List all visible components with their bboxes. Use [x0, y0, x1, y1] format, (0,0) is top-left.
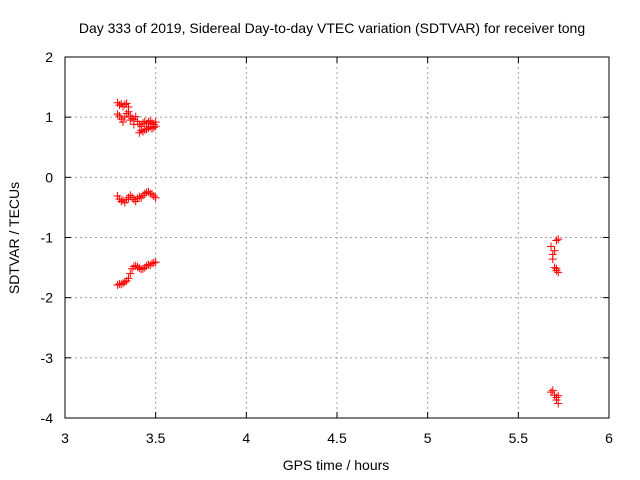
- data-point: [113, 281, 122, 290]
- y-tick-label: -1: [41, 230, 54, 246]
- y-tick-label: 0: [45, 169, 53, 185]
- data-point: [548, 386, 557, 395]
- data-point: [149, 123, 158, 132]
- data-point: [146, 122, 155, 131]
- data-point: [129, 120, 138, 129]
- x-tick-label: 4: [242, 430, 250, 446]
- data-point: [554, 268, 563, 277]
- x-tick-label: 5: [424, 430, 432, 446]
- data-point: [151, 258, 160, 267]
- data-point: [135, 264, 144, 273]
- data-point: [138, 119, 147, 128]
- data-point: [131, 112, 140, 121]
- data-point: [142, 261, 151, 270]
- data-point: [133, 194, 142, 203]
- data-point: [120, 278, 129, 287]
- y-axis-ticks: -4 -3 -2 -1 0 1 2: [41, 49, 609, 426]
- data-point: [119, 117, 128, 126]
- x-tick-label: 3.5: [146, 430, 166, 446]
- data-point: [137, 126, 146, 135]
- data-point: [550, 246, 559, 255]
- data-point: [115, 101, 124, 110]
- x-tick-label: 6: [605, 430, 613, 446]
- data-points: [113, 98, 563, 408]
- series-cluster-lower-late: [546, 386, 563, 408]
- data-point: [122, 99, 131, 108]
- data-point: [144, 123, 153, 132]
- data-point: [149, 258, 158, 267]
- y-tick-label: 2: [45, 49, 53, 65]
- data-point: [149, 191, 158, 200]
- data-point: [124, 107, 133, 116]
- data-point: [552, 264, 561, 273]
- data-point: [120, 113, 129, 122]
- data-point: [122, 195, 131, 204]
- y-axis-label: SDTVAR / TECUs: [6, 182, 22, 294]
- x-axis-label: GPS time / hours: [283, 457, 390, 473]
- data-point: [126, 116, 135, 125]
- series-cluster-middle-early: [113, 187, 160, 207]
- series-cluster-lower-early: [113, 258, 160, 290]
- chart-title: Day 333 of 2019, Sidereal Day-to-day VTE…: [79, 20, 585, 36]
- data-point: [552, 393, 561, 402]
- data-point: [151, 193, 160, 202]
- data-point: [117, 197, 126, 206]
- data-point: [124, 274, 133, 283]
- data-point: [552, 236, 561, 245]
- data-point: [126, 269, 135, 278]
- data-point: [115, 279, 124, 288]
- data-point: [113, 110, 122, 119]
- data-point: [148, 259, 157, 268]
- grid: [65, 57, 609, 418]
- data-point: [140, 125, 149, 134]
- y-tick-label: 1: [45, 109, 53, 125]
- data-point: [142, 188, 151, 197]
- data-point: [151, 122, 160, 131]
- data-point: [554, 235, 563, 244]
- data-point: [148, 190, 157, 199]
- data-point: [554, 391, 563, 400]
- x-tick-label: 4.5: [327, 430, 347, 446]
- data-point: [137, 265, 146, 274]
- data-point: [129, 262, 138, 271]
- y-tick-label: -2: [41, 290, 54, 306]
- y-tick-label: -3: [41, 350, 54, 366]
- data-point: [554, 399, 563, 408]
- x-tick-label: 5.5: [509, 430, 529, 446]
- data-point: [128, 114, 137, 123]
- x-tick-label: 3: [61, 430, 69, 446]
- x-axis-ticks: 3 3.5 4 4.5 5 5.5 6: [61, 57, 613, 446]
- series-cluster-upper-late: [546, 235, 563, 277]
- data-point: [135, 192, 144, 201]
- data-point: [129, 195, 138, 204]
- y-tick-label: -4: [41, 410, 54, 426]
- data-point: [144, 260, 153, 269]
- series-cluster-upper-early: [113, 98, 160, 137]
- data-point: [546, 242, 555, 251]
- data-point: [548, 255, 557, 264]
- data-point: [126, 191, 135, 200]
